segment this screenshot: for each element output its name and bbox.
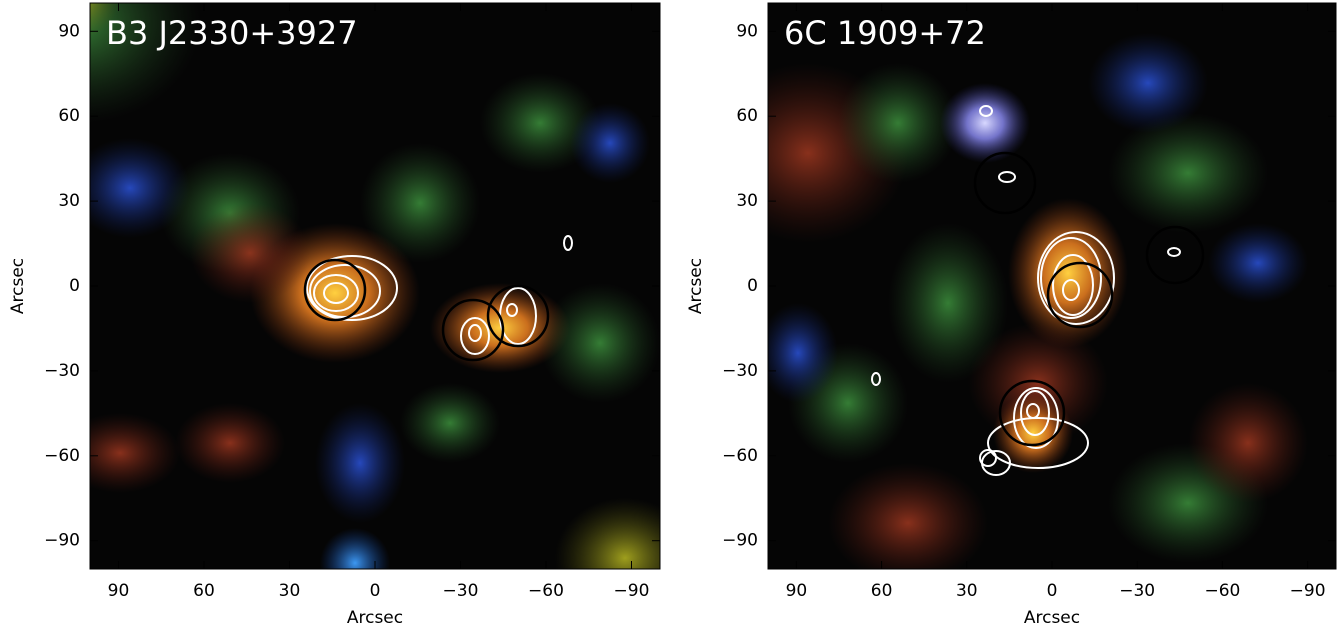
x-tick-label: 90 (786, 581, 808, 601)
contour (987, 417, 1089, 469)
emission (540, 283, 660, 403)
y-tick-label: 60 (736, 106, 758, 126)
y-tick-label: −30 (44, 361, 80, 381)
emission (400, 383, 500, 463)
x-tick-label: 30 (279, 581, 301, 601)
contour (460, 317, 490, 355)
contour (979, 449, 997, 467)
contour (1040, 237, 1102, 319)
contour (1167, 247, 1181, 257)
y-tick-label: 30 (736, 191, 758, 211)
contour (506, 303, 518, 317)
y-tick-label: 30 (58, 191, 80, 211)
x-tick-label: 90 (108, 581, 130, 601)
y-tick-label: −90 (722, 531, 758, 551)
contour (998, 171, 1016, 183)
emission (555, 498, 660, 569)
emission (768, 303, 838, 403)
y-tick-label: −60 (44, 446, 80, 466)
emission (320, 528, 390, 569)
y-axis-label: Arcsec (686, 258, 706, 314)
y-tick-label: −60 (722, 446, 758, 466)
x-tick-label: 0 (1047, 581, 1058, 601)
emission (888, 223, 1008, 383)
chart-title: B3 J2330+3927 (106, 14, 358, 52)
emission (175, 403, 285, 483)
emission (90, 3, 200, 123)
emission (828, 463, 988, 569)
emission (1208, 223, 1308, 303)
y-axis-label: Arcsec (8, 258, 28, 314)
y-tick-label: 90 (58, 21, 80, 41)
aperture (1145, 225, 1205, 285)
contour (1052, 254, 1094, 316)
image (768, 3, 1336, 569)
contour (1020, 390, 1050, 436)
panel: 90 60 30 0 −30 −60 −90 −90 −60 −30 0 30 60 90 Arcsec Ar… (8, 2, 661, 628)
y-tick-label: 0 (69, 276, 80, 296)
y-tick-label: −30 (722, 361, 758, 381)
x-tick-label: 60 (871, 581, 893, 601)
emission (190, 203, 310, 303)
emission (1108, 113, 1268, 233)
y-tick-label: −90 (44, 531, 80, 551)
contour (979, 105, 993, 117)
y-tick-label: 0 (747, 276, 758, 296)
contour (563, 235, 573, 251)
emission (1008, 198, 1128, 348)
image (90, 3, 660, 569)
aperture (303, 258, 367, 322)
aperture (486, 284, 550, 348)
x-tick-label: −60 (528, 581, 564, 601)
emission (480, 73, 600, 173)
x-axis-label: Arcsec (347, 608, 403, 628)
contour (1037, 231, 1115, 325)
x-tick-label: −90 (614, 581, 650, 601)
contour (981, 450, 1011, 476)
x-axis-label: Arcsec (1024, 608, 1080, 628)
contour (468, 324, 482, 342)
emission (838, 63, 958, 183)
panel: 90 60 30 0 −30 −60 −90 −90 −60 −30 0 30 60 90 Arcsec Ar… (686, 2, 1337, 628)
emission (993, 393, 1073, 473)
x-tick-label: 60 (193, 581, 215, 601)
emission (90, 413, 180, 493)
x-tick-label: 0 (370, 581, 381, 601)
aperture (441, 298, 505, 362)
y-tick-label: 90 (736, 21, 758, 41)
x-tick-label: −60 (1204, 581, 1240, 601)
emission (940, 83, 1030, 163)
contour (309, 264, 381, 318)
aperture (998, 379, 1066, 447)
x-tick-label: 30 (956, 581, 978, 601)
emission (90, 3, 120, 37)
emission (315, 403, 405, 523)
contour (306, 255, 398, 321)
emission (1188, 383, 1308, 503)
contour (1013, 387, 1059, 449)
contour (1062, 279, 1080, 301)
x-tick-label: −30 (1119, 581, 1155, 601)
contour (871, 372, 881, 386)
chart-title: 6C 1909+72 (784, 14, 986, 52)
aperture (1046, 261, 1114, 329)
x-tick-label: −90 (1290, 581, 1326, 601)
contour (323, 282, 349, 304)
contour (313, 274, 359, 312)
aperture (973, 151, 1037, 215)
y-tick-label: 60 (58, 106, 80, 126)
emission (570, 103, 650, 183)
emission (1088, 33, 1208, 133)
x-tick-label: −30 (443, 581, 479, 601)
emission (360, 143, 480, 263)
